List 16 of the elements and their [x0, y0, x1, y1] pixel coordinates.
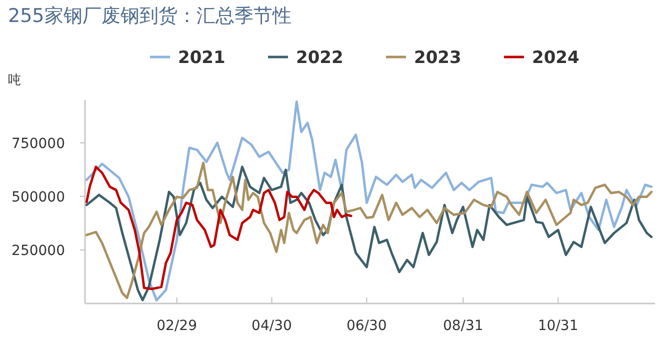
x-tick-label: 06/30 — [346, 318, 387, 334]
x-tick-label: 02/29 — [156, 318, 197, 334]
x-tick-label: 10/31 — [538, 318, 578, 334]
y-tick-label: 750000 — [12, 136, 65, 152]
line-series — [85, 100, 653, 302]
legend-label: 2023 — [414, 48, 462, 68]
x-tick-label: 08/31 — [442, 318, 484, 334]
line-series — [85, 166, 352, 290]
y-axis-title: 吨 — [8, 73, 21, 88]
legend-label: 2021 — [178, 48, 226, 68]
y-tick-label: 500000 — [12, 189, 65, 206]
legend-label: 2022 — [296, 48, 344, 68]
x-tick-label: 04/30 — [252, 318, 292, 334]
chart-title: 255家钢厂废钢到货：汇总季节性 — [8, 5, 292, 27]
legend-label: 2024 — [532, 48, 580, 68]
y-tick-label: 250000 — [12, 242, 65, 259]
